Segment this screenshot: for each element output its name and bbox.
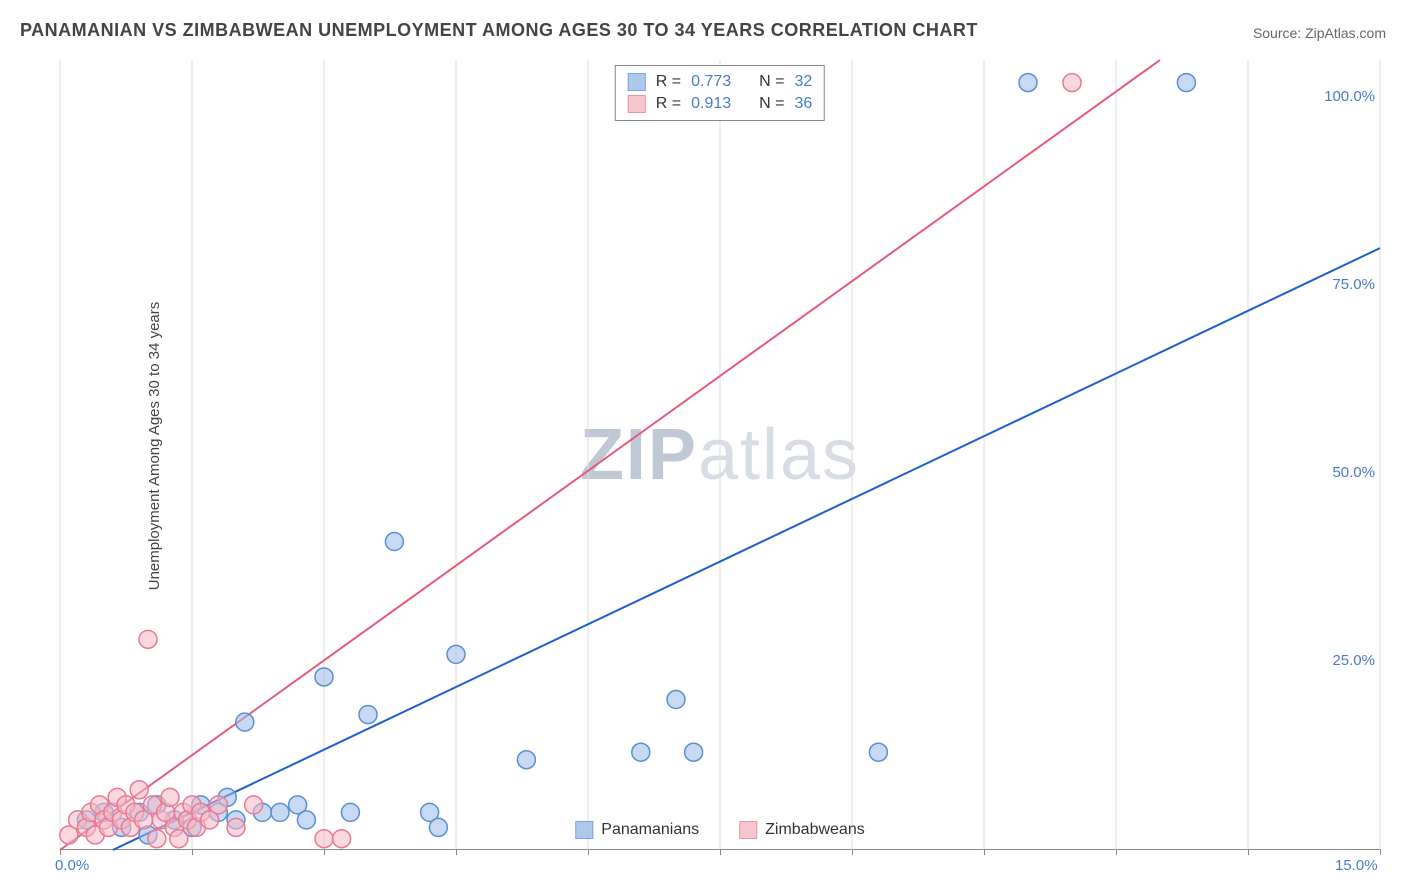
x-tick (1116, 849, 1117, 855)
series-legend: Panamanians Zimbabweans (575, 821, 864, 839)
data-point (1177, 74, 1195, 92)
legend-series-item: Zimbabweans (739, 821, 865, 839)
legend-swatch (739, 821, 757, 839)
data-point (429, 818, 447, 836)
data-point (517, 751, 535, 769)
data-point (447, 645, 465, 663)
chart-title: PANAMANIAN VS ZIMBABWEAN UNEMPLOYMENT AM… (20, 20, 978, 41)
x-tick (720, 849, 721, 855)
legend-series-label: Zimbabweans (765, 821, 865, 839)
r-value: 0.913 (691, 95, 741, 113)
data-point (1019, 74, 1037, 92)
data-point (297, 811, 315, 829)
x-tick (1248, 849, 1249, 855)
correlation-legend: R = 0.773 N = 32 R = 0.913 N = 36 (615, 65, 825, 121)
n-value: 36 (794, 95, 812, 113)
legend-correlation-row: R = 0.913 N = 36 (628, 93, 812, 115)
plot-area: ZIPatlas R =0.773N =32R =0.913N =36 Pana… (60, 60, 1380, 850)
x-tick-label: 15.0% (1335, 857, 1378, 874)
data-point (148, 830, 166, 848)
data-point (341, 803, 359, 821)
legend-swatch (575, 821, 593, 839)
y-tick-label: 50.0% (1332, 464, 1375, 481)
x-tick (852, 849, 853, 855)
chart-svg (60, 60, 1380, 849)
y-tick-label: 75.0% (1332, 276, 1375, 293)
trend-line (113, 248, 1380, 850)
legend-swatch (628, 95, 646, 113)
legend-series-item: Panamanians (575, 821, 699, 839)
data-point (1063, 74, 1081, 92)
data-point (139, 630, 157, 648)
r-label: R = (656, 73, 681, 91)
data-point (869, 743, 887, 761)
r-value: 0.773 (691, 73, 741, 91)
r-label: R = (656, 95, 681, 113)
data-point (161, 788, 179, 806)
data-point (271, 803, 289, 821)
data-point (315, 668, 333, 686)
x-tick (60, 849, 61, 855)
x-tick (588, 849, 589, 855)
data-point (227, 818, 245, 836)
x-tick (984, 849, 985, 855)
data-point (236, 713, 254, 731)
y-tick-label: 100.0% (1324, 88, 1375, 105)
n-value: 32 (794, 73, 812, 91)
data-point (685, 743, 703, 761)
legend-swatch (628, 73, 646, 91)
x-tick (456, 849, 457, 855)
x-tick-label: 0.0% (55, 857, 89, 874)
data-point (209, 796, 227, 814)
legend-correlation-row: R = 0.773 N = 32 (628, 71, 812, 93)
data-point (170, 830, 188, 848)
source-attribution: Source: ZipAtlas.com (1253, 25, 1386, 41)
y-tick-label: 25.0% (1332, 652, 1375, 669)
x-tick (324, 849, 325, 855)
data-point (333, 830, 351, 848)
n-label: N = (759, 73, 784, 91)
data-point (667, 691, 685, 709)
x-tick (192, 849, 193, 855)
data-point (245, 796, 263, 814)
legend-series-label: Panamanians (601, 821, 699, 839)
x-tick (1380, 849, 1381, 855)
data-point (632, 743, 650, 761)
n-label: N = (759, 95, 784, 113)
data-point (359, 706, 377, 724)
data-point (315, 830, 333, 848)
data-point (130, 781, 148, 799)
data-point (385, 533, 403, 551)
trend-line (60, 60, 1160, 850)
